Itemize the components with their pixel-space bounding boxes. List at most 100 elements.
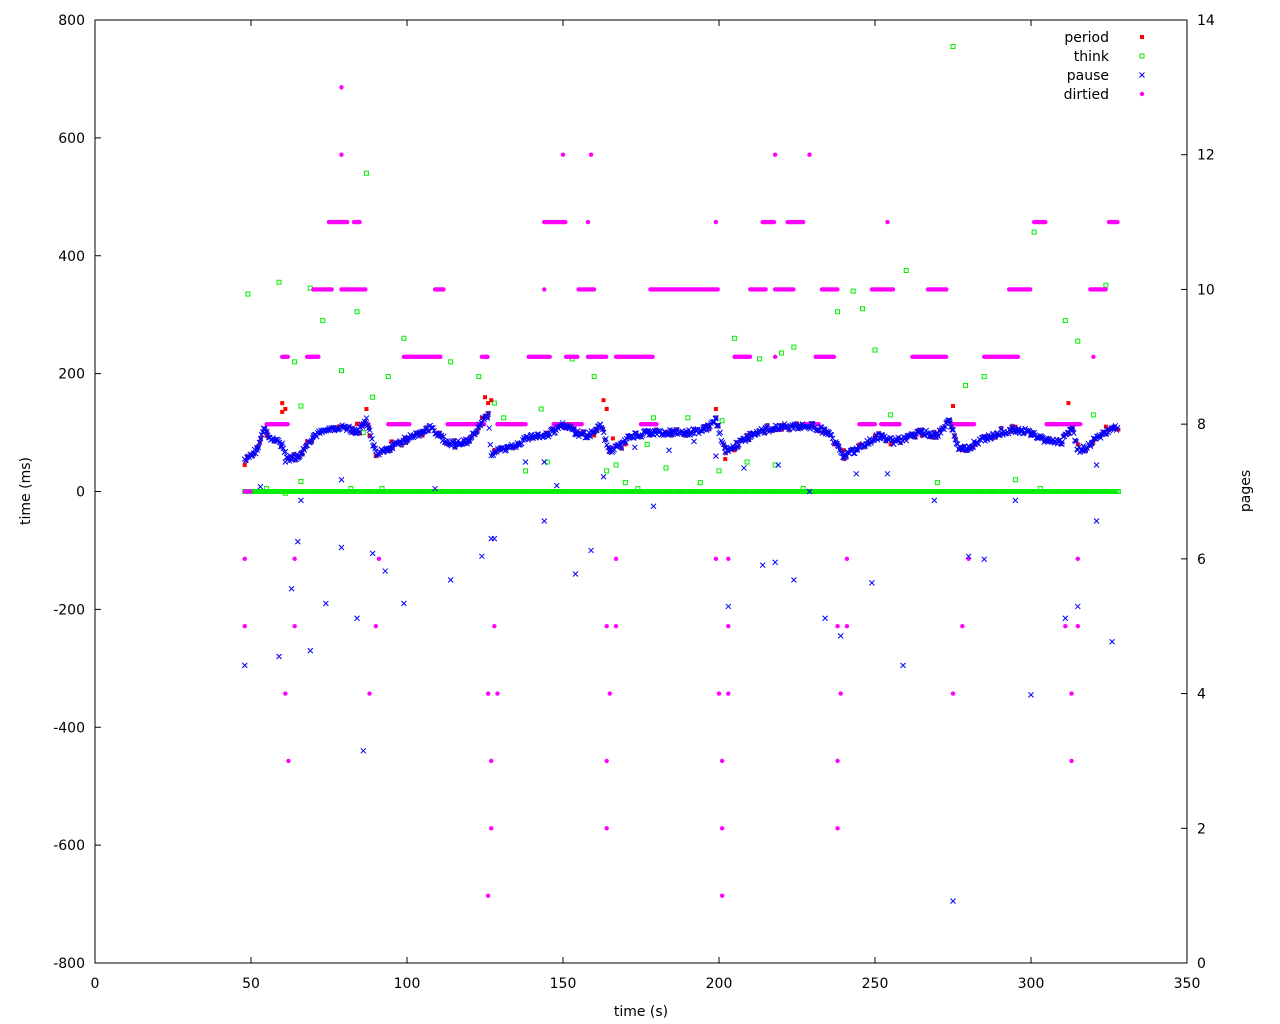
think-point xyxy=(950,44,956,50)
pause-point xyxy=(562,424,569,431)
pause-point xyxy=(1084,445,1091,452)
pause-point xyxy=(241,662,248,669)
dirtied-point xyxy=(716,691,722,696)
pause-point xyxy=(629,434,636,441)
pause-point xyxy=(1018,427,1024,433)
dirtied-point xyxy=(713,556,719,562)
dirtied-point xyxy=(838,691,843,696)
period-point xyxy=(744,432,749,437)
dirtied-point xyxy=(844,556,850,562)
period-point xyxy=(280,401,285,406)
pause-point xyxy=(809,420,816,427)
think-point xyxy=(663,465,669,471)
pause-point xyxy=(491,535,498,542)
think-point xyxy=(903,267,909,273)
pause-point xyxy=(827,431,834,438)
pause-point xyxy=(534,431,541,438)
think-point xyxy=(1103,282,1109,288)
dirtied-point xyxy=(345,219,350,225)
pause-point xyxy=(791,577,797,583)
pause-point xyxy=(288,585,295,592)
period-point xyxy=(280,409,285,414)
dirtied-point xyxy=(1075,556,1081,562)
dirtied-point xyxy=(944,287,949,292)
pause-point xyxy=(1070,430,1077,436)
pause-point xyxy=(248,453,255,459)
period-point xyxy=(486,401,491,406)
dirtied-point xyxy=(563,219,568,225)
dirtied-point xyxy=(715,287,720,292)
period-point xyxy=(364,406,369,411)
dirtied-point xyxy=(523,421,528,427)
dirtied-point xyxy=(835,287,840,292)
dirtied-point xyxy=(585,219,591,225)
dirtied-point xyxy=(604,624,609,629)
dirtied-point xyxy=(407,421,412,427)
pause-point xyxy=(895,434,901,441)
think-point xyxy=(292,359,298,365)
dirtied-point xyxy=(438,354,443,359)
y-tick-label: -600 xyxy=(53,838,85,854)
pause-point xyxy=(546,431,553,438)
pause-point xyxy=(611,446,618,453)
series-dirtied xyxy=(242,85,1120,898)
dirtied-point xyxy=(885,219,890,225)
pause-point xyxy=(947,420,953,427)
period-point xyxy=(841,448,846,453)
pause-point xyxy=(717,429,724,436)
series-think xyxy=(242,44,1121,496)
think-point xyxy=(791,344,797,350)
pause-point xyxy=(1097,435,1104,441)
pause-point xyxy=(852,447,859,453)
dirtied-point xyxy=(943,354,949,359)
dirtied-point xyxy=(542,287,547,292)
pause-point xyxy=(587,433,593,440)
dirtied-point xyxy=(339,152,344,157)
pause-point xyxy=(942,423,948,430)
pause-point xyxy=(775,462,782,468)
period-point xyxy=(932,429,937,434)
dirtied-point xyxy=(726,556,731,562)
dirtied-point xyxy=(285,354,291,359)
period-point xyxy=(489,398,494,403)
x-tick-label: 350 xyxy=(1174,976,1201,992)
dirtied-point xyxy=(485,893,491,898)
pause-point xyxy=(969,444,975,450)
x-tick-label: 250 xyxy=(862,976,889,992)
pause-point xyxy=(984,436,991,443)
dirtied-point xyxy=(373,624,378,629)
dirtied-point xyxy=(1075,624,1081,629)
pause-point xyxy=(363,415,370,421)
think-point xyxy=(448,359,454,365)
dirtied-point xyxy=(575,354,580,359)
pause-point xyxy=(1062,615,1069,622)
dirtied-point xyxy=(1069,691,1074,696)
pause-point xyxy=(445,437,451,444)
pause-point xyxy=(806,488,813,495)
pause-point xyxy=(614,442,621,448)
think-point xyxy=(379,486,385,492)
pause-point xyxy=(272,436,279,443)
dirtied-point xyxy=(1069,758,1074,764)
dirtied-point xyxy=(835,826,840,831)
think-point xyxy=(604,468,610,474)
think-point xyxy=(245,291,251,297)
period-point xyxy=(476,426,481,431)
period-point xyxy=(807,424,812,429)
pause-point xyxy=(1028,691,1034,698)
dirtied-point xyxy=(242,624,247,629)
pause-point xyxy=(256,439,263,446)
pause-point xyxy=(950,898,956,904)
period-point xyxy=(609,445,614,450)
think-point xyxy=(685,415,691,421)
think-point xyxy=(719,418,725,424)
pause-point xyxy=(650,503,657,510)
think-point xyxy=(276,279,282,285)
think-point xyxy=(385,374,391,380)
pause-point xyxy=(279,440,286,447)
pause-point xyxy=(837,633,844,639)
pause-point xyxy=(553,482,560,489)
y2-axis-title: pages xyxy=(1238,470,1254,512)
think-point xyxy=(298,478,304,484)
period-point xyxy=(479,415,484,420)
